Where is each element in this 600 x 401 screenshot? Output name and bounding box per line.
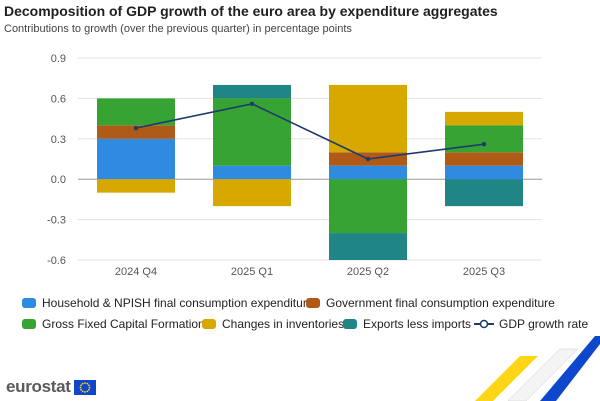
gdp-growth-point <box>249 101 255 106</box>
bar-segment-government <box>445 152 523 166</box>
legend-line-swatch-gdp <box>474 319 494 329</box>
legend-label-inventories: Changes in inventories <box>222 317 345 331</box>
legend-label-household: Household & NPISH final consumption expe… <box>42 296 314 310</box>
bar-segment-exports <box>445 179 523 207</box>
bar-segment-gfcf <box>97 98 175 126</box>
bar-segment-inventories <box>445 111 523 126</box>
eurostat-wordmark: eurostat <box>6 377 71 396</box>
legend-item-exports[interactable]: Exports less imports <box>343 317 471 331</box>
legend-item-gfcf[interactable]: Gross Fixed Capital Formation <box>22 317 205 331</box>
y-tick-label: 0.6 <box>51 93 66 105</box>
legend-swatch-gfcf <box>22 319 36 329</box>
y-tick-label: -0.6 <box>47 255 66 267</box>
legend-item-government[interactable]: Government final consumption expenditure <box>306 296 555 310</box>
bar-segment-household <box>329 165 407 180</box>
bar-segment-gfcf <box>213 98 291 166</box>
bar-segment-household <box>445 165 523 180</box>
bar-segment-inventories <box>213 179 291 207</box>
bar-segment-exports <box>329 233 407 260</box>
bar-segment-household <box>213 165 291 180</box>
legend-swatch-inventories <box>202 319 216 329</box>
legend-item-inventories[interactable]: Changes in inventories <box>202 317 344 331</box>
legend-label-exports: Exports less imports <box>363 317 472 331</box>
decorative-corner-stripes <box>475 336 600 401</box>
x-tick-label: 2025 Q2 <box>347 266 389 278</box>
y-tick-label: -0.3 <box>47 215 66 227</box>
legend-swatch-household <box>22 298 36 308</box>
legend-swatch-exports <box>343 319 357 329</box>
gdp-growth-line <box>135 102 485 160</box>
gdp-growth-point <box>481 141 487 147</box>
chart-title: Decomposition of GDP growth of the euro … <box>4 3 498 19</box>
bar-segment-exports <box>213 84 291 99</box>
bar-segment-household <box>97 138 175 180</box>
y-tick-label: 0.0 <box>51 174 66 186</box>
x-tick-label: 2024 Q4 <box>115 266 157 278</box>
x-tick-label: 2025 Q1 <box>231 266 273 278</box>
y-tick-label: 0.3 <box>51 134 66 146</box>
bar-segment-gfcf <box>329 179 407 234</box>
bar-segment-inventories <box>329 84 407 153</box>
legend-item-gdp-growth[interactable]: GDP growth rate <box>474 317 588 331</box>
legend-swatch-government <box>306 298 320 308</box>
chart-subtitle: Contributions to growth (over the previo… <box>4 23 352 35</box>
chart-area: -0.6 -0.3 0.0 0.3 0.6 0.9 2024 Q4 2025 Q1 2025 Q… <box>47 53 542 278</box>
x-tick-label: 2025 Q3 <box>463 266 505 278</box>
legend-label-government: Government final consumption expenditure <box>326 296 555 310</box>
legend-item-household[interactable]: Household & NPISH final consumption expe… <box>22 296 314 310</box>
bar-segment-government <box>97 125 175 139</box>
y-tick-label: 0.9 <box>51 53 66 65</box>
gdp-growth-point <box>133 125 139 131</box>
gdp-growth-point <box>365 156 371 162</box>
bar-segment-inventories <box>97 179 175 193</box>
legend-label-gdp-growth: GDP growth rate <box>499 317 589 331</box>
legend-label-gfcf: Gross Fixed Capital Formation <box>42 317 205 331</box>
eurostat-logo[interactable]: eurostat <box>6 377 96 397</box>
eu-flag-icon <box>73 379 96 395</box>
